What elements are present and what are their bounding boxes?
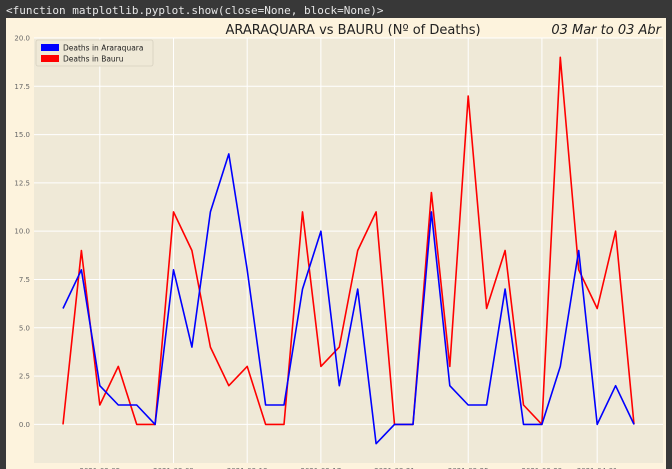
x-tick-label: 2021-03-05 — [79, 467, 120, 469]
legend-box — [35, 39, 154, 67]
series-lines — [62, 56, 635, 445]
series-line-bauru — [62, 56, 635, 426]
legend-label-araraquara: Deaths in Araraquara — [63, 44, 143, 53]
x-axis-ticks: 2021-03-05 2021-03-09 2021-03-13 2021-03-17… — [79, 467, 617, 469]
gridlines — [34, 37, 663, 463]
x-tick-label: 2021-03-29 — [522, 467, 563, 469]
y-tick-label: 2.5 — [19, 373, 30, 381]
chart-title: ARARAQUARA vs BAURU (Nº of Deaths) — [225, 23, 480, 38]
x-tick-label: 2021-03-13 — [227, 467, 268, 469]
series-line-araraquara — [62, 153, 635, 445]
y-tick-label: 12.5 — [14, 179, 30, 187]
x-tick-label: 2021-03-09 — [153, 467, 194, 469]
output-text: <function matplotlib.pyplot.show(close=N… — [6, 4, 384, 17]
cell-output-header: <function matplotlib.pyplot.show(close=N… — [0, 0, 672, 18]
y-tick-label: 20.0 — [14, 35, 30, 43]
chart-subtitle: 03 Mar to 03 Abr — [551, 23, 662, 38]
y-tick-label: 17.5 — [14, 83, 30, 91]
x-tick-label: 2021-03-17 — [301, 467, 342, 469]
y-tick-label: 0.0 — [19, 421, 30, 429]
y-tick-label: 5.0 — [19, 324, 30, 332]
x-tick-label: 2021-03-25 — [448, 467, 489, 469]
chart-figure: 0.0 2.5 5.0 7.5 10.0 12.5 15.0 17.5 20.0 2021-03… — [6, 18, 666, 469]
y-tick-label: 7.5 — [19, 276, 30, 284]
x-tick-label: 2021-04-01 — [577, 467, 618, 469]
y-tick-label: 10.0 — [14, 228, 30, 236]
legend-label-bauru: Deaths in Bauru — [63, 55, 124, 64]
x-tick-label: 2021-03-21 — [374, 467, 415, 469]
legend-swatch-bauru — [41, 55, 59, 62]
legend-swatch-araraquara — [41, 44, 59, 51]
y-axis-ticks: 0.0 2.5 5.0 7.5 10.0 12.5 15.0 17.5 20.0 — [14, 35, 30, 429]
chart-svg: 0.0 2.5 5.0 7.5 10.0 12.5 15.0 17.5 20.0 2021-03… — [14, 23, 663, 469]
legend: Deaths in Araraquara Deaths in Bauru — [35, 39, 154, 67]
y-tick-label: 15.0 — [14, 131, 30, 139]
